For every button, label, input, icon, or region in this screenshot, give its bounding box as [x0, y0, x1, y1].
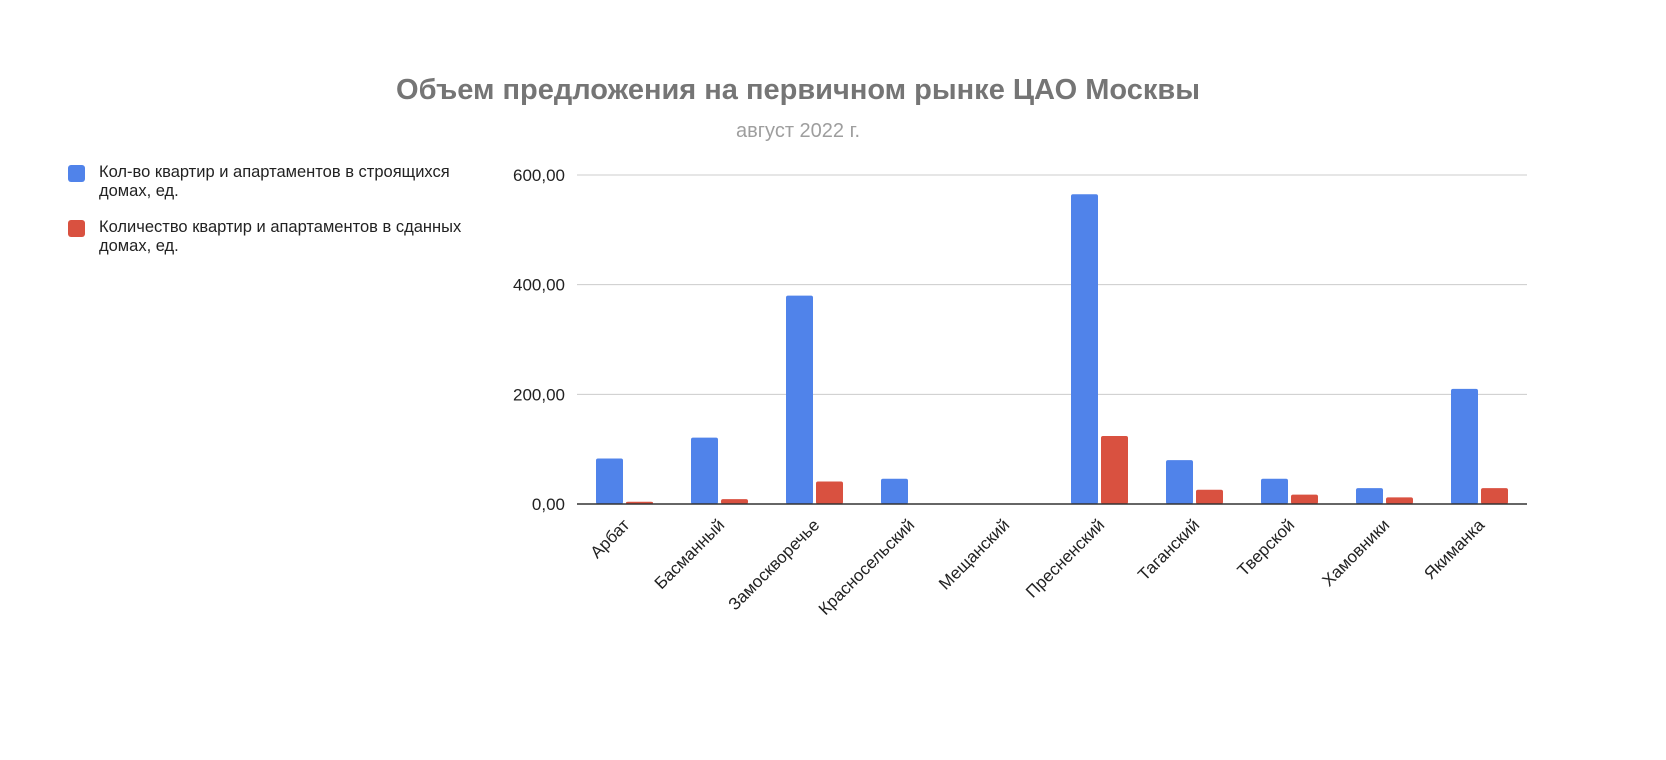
x-tick-label-4: Мещанский: [935, 515, 1013, 593]
bar-series-0-3[interactable]: [881, 478, 908, 504]
bar-series-1-5[interactable]: [1101, 436, 1128, 504]
legend-item-series-1[interactable]: Количество квартир и апартаментов в сдан…: [68, 218, 468, 256]
legend-label-series-0: Кол-во квартир и апартаментов в строящих…: [99, 163, 450, 200]
bar-series-1-7[interactable]: [1291, 494, 1318, 504]
x-tick-label-6: Таганский: [1134, 515, 1203, 584]
y-tick-label-1: 200,00: [513, 385, 565, 404]
bar-series-0-0[interactable]: [596, 458, 623, 504]
y-tick-label-3: 600,00: [513, 166, 565, 185]
bars: [596, 194, 1508, 505]
legend-swatch-series-1: [68, 220, 85, 237]
chart-title: Объем предложения на первичном рынке ЦАО…: [396, 74, 1200, 106]
bar-series-0-6[interactable]: [1166, 460, 1193, 504]
legend-item-series-0[interactable]: Кол-во квартир и апартаментов в строящих…: [68, 163, 468, 201]
bar-series-1-1[interactable]: [721, 499, 748, 504]
bar-series-1-8[interactable]: [1386, 497, 1413, 504]
x-tick-label-0: Арбат: [587, 515, 634, 562]
chart-subtitle: август 2022 г.: [736, 120, 860, 142]
bar-series-0-8[interactable]: [1356, 488, 1383, 504]
x-tick-label-7: Тверской: [1234, 515, 1299, 580]
bar-series-1-6[interactable]: [1196, 489, 1223, 504]
legend-label-series-1: Количество квартир и апартаментов в сдан…: [99, 218, 462, 255]
bar-series-0-9[interactable]: [1451, 388, 1478, 504]
bar-series-0-1[interactable]: [691, 437, 718, 504]
x-tick-label-5: Пресненский: [1022, 515, 1108, 601]
gridlines: [577, 174, 1527, 395]
x-axis-category-labels: Арбат БасманныйЗамоскворечьеКрасносельски…: [587, 515, 1489, 619]
bar-series-1-2[interactable]: [816, 481, 843, 504]
x-tick-label-8: Хамовники: [1319, 515, 1394, 590]
legend-swatch-series-0: [68, 165, 85, 182]
x-tick-label-2: Замоскворечье: [725, 515, 824, 614]
bar-series-0-7[interactable]: [1261, 478, 1288, 504]
x-tick-label-1: Басманный: [651, 515, 729, 593]
legend: Кол-во квартир и апартаментов в строящих…: [68, 163, 468, 273]
y-tick-label-0: 0,00: [532, 495, 565, 514]
x-tick-label-9: Якиманка: [1420, 515, 1488, 583]
bar-series-0-2[interactable]: [786, 295, 813, 504]
y-axis-tick-labels: 0,00 200,00 400,00 600,00: [513, 166, 565, 514]
y-tick-label-2: 400,00: [513, 276, 565, 295]
bar-series-0-5[interactable]: [1071, 194, 1098, 505]
bar-series-1-9[interactable]: [1481, 488, 1508, 504]
x-tick-label-3: Красносельский: [815, 515, 918, 618]
